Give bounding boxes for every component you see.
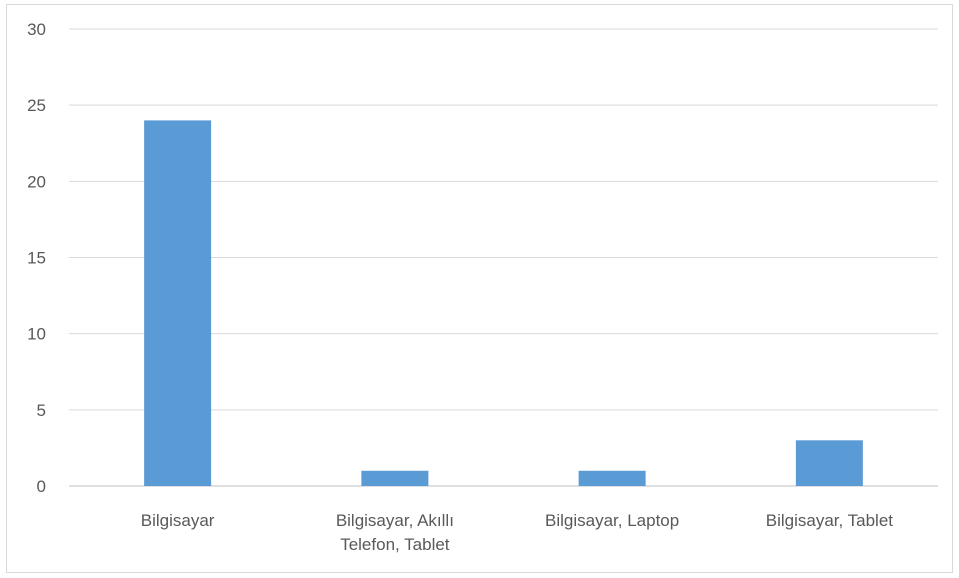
- y-tick-label: 0: [37, 477, 46, 496]
- x-tick-label: Bilgisayar, Laptop: [545, 511, 679, 530]
- y-tick-label: 25: [27, 96, 46, 115]
- bar: [795, 440, 863, 486]
- y-tick-label: 5: [37, 401, 46, 420]
- y-tick-label: 20: [27, 172, 46, 191]
- y-tick-label: 10: [27, 325, 46, 344]
- bar: [144, 120, 212, 487]
- x-tick-label: Bilgisayar, Tablet: [766, 511, 894, 530]
- bar: [361, 470, 429, 486]
- x-tick-label: Bilgisayar, Akıllı Telefon, Tablet: [336, 511, 454, 554]
- bar: [578, 470, 646, 486]
- y-tick-label: 15: [27, 249, 46, 268]
- y-tick-label: 30: [27, 20, 46, 39]
- x-tick-label: Bilgisayar: [141, 511, 215, 530]
